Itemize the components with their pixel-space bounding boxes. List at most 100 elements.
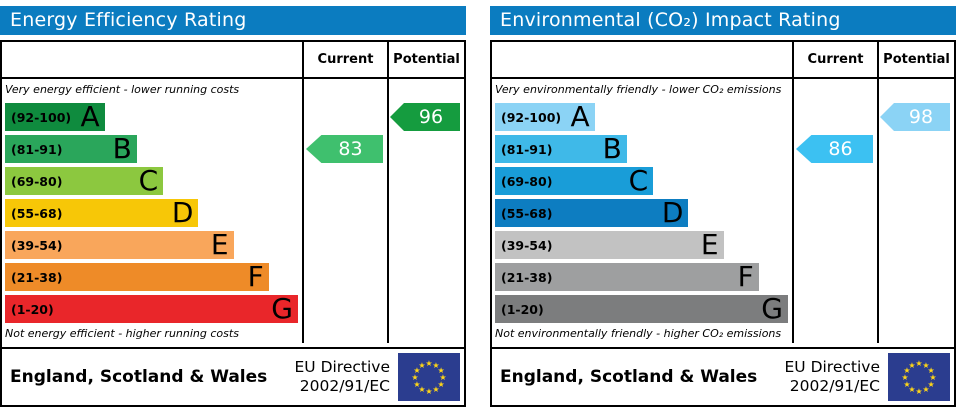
- eu-flag-icon: ★ ★★★★★★★★★★★: [398, 353, 460, 401]
- svg-text:★: ★: [438, 366, 445, 375]
- svg-text:★: ★: [915, 359, 922, 368]
- band-f: (21-38) F: [495, 263, 759, 291]
- panel-title: Environmental (CO₂) Impact Rating: [490, 6, 956, 35]
- header-spacer-cell: [492, 42, 792, 79]
- potential-rating-marker: 96: [390, 103, 460, 131]
- band-letter: D: [661, 196, 684, 229]
- band-range: (1-20): [11, 301, 54, 317]
- current-rating-marker: 83: [306, 135, 383, 163]
- table-body-row: Very environmentally friendly - lower CO…: [492, 79, 954, 347]
- band-b: (81-91) B: [5, 135, 137, 163]
- svg-text:★: ★: [425, 359, 432, 368]
- eu-directive-label: EU Directive 2002/91/EC: [294, 357, 391, 395]
- potential-column-header: Potential: [877, 42, 954, 79]
- band-range: (55-68): [11, 205, 63, 221]
- band-a: (92-100) A: [495, 103, 595, 131]
- bottom-note: Not environmentally friendly - higher CO…: [495, 327, 782, 340]
- svg-text:★: ★: [928, 380, 935, 389]
- svg-text:★: ★: [915, 387, 922, 396]
- potential-column-header: Potential: [387, 42, 464, 79]
- band-chart: (92-100) A (81-91) B (69-80) C (55-68) D (39-54)…: [495, 103, 788, 323]
- potential-cell: 98: [877, 79, 954, 343]
- band-range: (92-100): [501, 109, 562, 125]
- band-letter: D: [171, 196, 194, 229]
- svg-text:★: ★: [903, 366, 910, 375]
- eu-directive-label: EU Directive 2002/91/EC: [784, 357, 881, 395]
- table-footer: England, Scotland & Wales EU Directive 2…: [2, 347, 464, 405]
- top-note: Very environmentally friendly - lower CO…: [495, 83, 782, 96]
- eu-flag-icon: ★ ★★★★★★★★★★★: [888, 353, 950, 401]
- region-label: England, Scotland & Wales: [10, 367, 268, 387]
- rating-table: Current Potential Very environmentally f…: [490, 40, 956, 407]
- potential-rating-marker: 98: [880, 103, 950, 131]
- band-letter: G: [271, 292, 293, 325]
- potential-cell: 96: [387, 79, 464, 343]
- table-body-row: Very energy efficient - lower running co…: [2, 79, 464, 347]
- band-g: (1-20) G: [495, 295, 788, 323]
- bottom-note: Not energy efficient - higher running co…: [5, 327, 239, 340]
- svg-text:★: ★: [903, 380, 910, 389]
- svg-text:★: ★: [922, 385, 929, 394]
- svg-text:★: ★: [413, 366, 420, 375]
- environmental-impact-panel: Environmental (CO₂) Impact Rating Curren…: [490, 6, 956, 407]
- current-column-header: Current: [302, 42, 387, 79]
- svg-text:★: ★: [413, 380, 420, 389]
- band-letter: F: [737, 260, 754, 293]
- band-c: (69-80) C: [495, 167, 654, 195]
- band-letter: A: [570, 100, 590, 133]
- svg-text:★: ★: [901, 373, 908, 382]
- band-range: (1-20): [501, 301, 544, 317]
- band-chart-cell: Very energy efficient - lower running co…: [2, 79, 302, 347]
- current-rating-marker: 86: [796, 135, 873, 163]
- band-range: (81-91): [11, 141, 63, 157]
- svg-text:★: ★: [922, 361, 929, 370]
- current-cell: 86: [792, 79, 877, 343]
- band-letter: E: [700, 228, 719, 261]
- top-note: Very energy efficient - lower running co…: [5, 83, 240, 96]
- band-d: (55-68) D: [5, 196, 199, 229]
- table-footer: England, Scotland & Wales EU Directive 2…: [492, 347, 954, 405]
- band-range: (39-54): [11, 237, 63, 253]
- band-range: (55-68): [501, 205, 553, 221]
- svg-text:★: ★: [418, 385, 425, 394]
- band-c: (69-80) C: [5, 164, 164, 197]
- band-b: (81-91) B: [495, 135, 627, 163]
- table-header-row: Current Potential: [2, 42, 464, 79]
- band-e: (39-54) E: [495, 231, 724, 259]
- current-cell: 83: [302, 79, 387, 343]
- band-chart-cell: Very environmentally friendly - lower CO…: [492, 79, 792, 347]
- band-letter: B: [602, 132, 622, 165]
- band-range: (92-100): [11, 109, 72, 125]
- svg-text:★: ★: [929, 373, 936, 382]
- band-letter: F: [247, 260, 264, 293]
- band-d: (55-68) D: [495, 196, 689, 229]
- band-f: (21-38) F: [5, 263, 269, 291]
- rating-table: Current Potential Very energy efficient …: [0, 40, 466, 407]
- band-range: (21-38): [11, 269, 63, 285]
- band-letter: A: [80, 100, 100, 133]
- band-a: (92-100) A: [5, 103, 105, 131]
- band-letter: G: [761, 292, 783, 325]
- band-letter: E: [210, 228, 229, 261]
- svg-text:★: ★: [928, 366, 935, 375]
- band-range: (39-54): [501, 237, 553, 253]
- table-header-row: Current Potential: [492, 42, 954, 79]
- band-g: (1-20) G: [5, 295, 298, 323]
- svg-text:★: ★: [411, 373, 418, 382]
- header-spacer-cell: [2, 42, 302, 79]
- band-letter: C: [138, 164, 159, 197]
- energy-efficiency-panel: Energy Efficiency Rating Current Potenti…: [0, 6, 466, 407]
- current-column-header: Current: [792, 42, 877, 79]
- band-range: (21-38): [501, 269, 553, 285]
- band-e: (39-54) E: [5, 231, 234, 259]
- svg-text:★: ★: [908, 385, 915, 394]
- band-letter: B: [112, 132, 132, 165]
- band-chart: (92-100) A (81-91) B (69-80) C (55-68) D (39-54)…: [5, 103, 298, 323]
- svg-text:★: ★: [425, 387, 432, 396]
- band-range: (69-80): [11, 173, 63, 189]
- svg-text:★: ★: [908, 361, 915, 370]
- svg-text:★: ★: [439, 373, 446, 382]
- svg-text:★: ★: [432, 361, 439, 370]
- svg-text:★: ★: [432, 385, 439, 394]
